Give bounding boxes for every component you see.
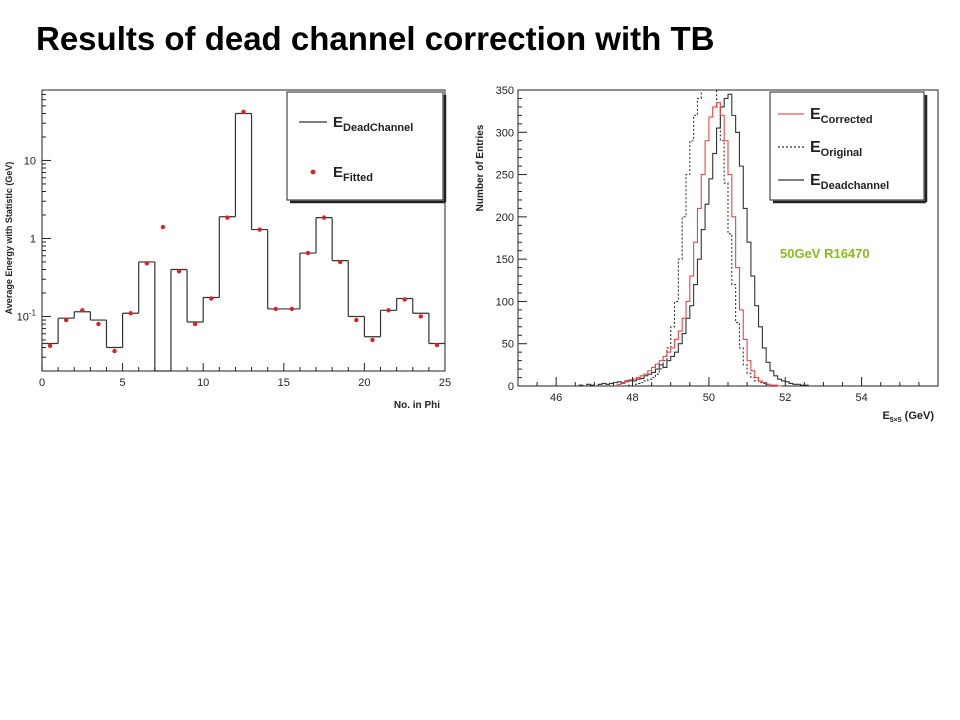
right-y-tick-label: 150 — [496, 254, 514, 266]
right-legend-label: EDeadchannel — [810, 172, 889, 192]
right-x-tick-label: 52 — [779, 392, 791, 404]
right-x-tick-label: 50 — [703, 392, 715, 404]
left-fitted-point — [434, 342, 440, 348]
left-fitted-point — [402, 297, 407, 302]
left-fitted-point — [241, 109, 246, 115]
right-y-tick-label: 100 — [496, 296, 514, 308]
right-axes: 46 48 50 52 54 0 50 100 150 200 250 300 350 E5×5 (GeV) — [496, 85, 939, 424]
left-fitted-point — [96, 321, 101, 327]
left-fitted-point — [128, 311, 133, 316]
left-x-tick-label: 10 — [197, 377, 209, 389]
left-fitted-point — [273, 306, 278, 312]
left-x-tick-label: 0 — [39, 377, 45, 389]
right-y-tick-label: 250 — [496, 170, 514, 182]
left-legend: EDeadChannel EFitted — [286, 91, 447, 204]
right-y-tick-label: 300 — [496, 127, 514, 139]
right-chart-panel: 46 48 50 52 54 0 50 100 150 200 250 300 350 E5×5 (GeV)… — [470, 78, 942, 426]
left-legend-box — [286, 91, 444, 201]
left-fitted-point — [321, 215, 327, 220]
left-fitted-point — [176, 269, 182, 274]
left-series-fitted — [47, 109, 440, 354]
left-fitted-point — [370, 337, 375, 343]
left-legend-label: EDeadChannel — [333, 114, 413, 134]
left-fitted-point — [289, 306, 295, 312]
right-legend-label: ECorrected — [810, 106, 873, 126]
right-x-tick-label: 48 — [626, 392, 638, 404]
left-x-tick-label: 5 — [120, 377, 126, 389]
left-fitted-point — [257, 227, 262, 232]
left-fitted-point — [144, 261, 149, 266]
right-x-tick-label: 54 — [856, 392, 868, 404]
right-legend: ECorrected EOriginal EDeadchannel — [769, 91, 928, 204]
right-series-deadchannel — [575, 93, 812, 387]
left-fitted-point — [63, 317, 69, 323]
right-y-tick-label: 0 — [508, 381, 514, 393]
left-x-axis-label: No. in Phi — [394, 400, 440, 411]
slide-title: Results of dead channel correction with … — [36, 20, 715, 57]
left-fitted-point — [192, 321, 198, 327]
left-fitted-point — [80, 308, 85, 313]
left-legend-label: EFitted — [333, 164, 373, 184]
left-fitted-point — [305, 250, 311, 256]
left-fitted-point — [112, 348, 117, 354]
left-plot-frame — [41, 89, 446, 372]
right-y-tick-label: 200 — [496, 212, 514, 224]
right-chart: 46 48 50 52 54 0 50 100 150 200 250 300 350 E5×5 (GeV)… — [475, 85, 939, 424]
left-fitted-point — [209, 296, 214, 301]
right-x-tick-label: 46 — [550, 392, 562, 404]
left-x-tick-label: 20 — [358, 377, 370, 389]
right-y-tick-label: 50 — [502, 339, 514, 351]
left-axes: 0 5 10 15 20 25 10 1 10-1 — [17, 89, 451, 389]
left-fitted-point — [160, 224, 166, 230]
left-chart: 0 5 10 15 20 25 10 1 10-1 EDeadChannel EFitted Av… — [4, 89, 451, 411]
left-fitted-point — [338, 259, 343, 265]
left-x-tick-label: 25 — [439, 377, 451, 389]
right-series-original — [628, 89, 775, 386]
left-fitted-point — [418, 314, 424, 319]
right-series — [575, 89, 812, 387]
right-run-annotation: 50GeV R16470 — [780, 246, 870, 261]
right-y-axis-label: Number of Entries — [475, 124, 486, 211]
left-fitted-point — [47, 343, 53, 349]
left-fitted-point — [386, 308, 391, 313]
right-x-axis-label: E5×5 (GeV) — [882, 410, 934, 424]
left-fitted-point — [225, 215, 230, 220]
right-y-tick-label: 350 — [496, 85, 514, 97]
left-y-tick-label: 1 — [30, 233, 36, 245]
left-y-tick-label: 10 — [24, 155, 36, 167]
right-legend-box — [769, 91, 925, 201]
left-y-tick-label: 10-1 — [17, 308, 37, 323]
right-series-corrected — [616, 102, 782, 387]
left-y-axis-label: Average Energy with Statistic (GeV) — [4, 162, 14, 315]
right-legend-label: EOriginal — [810, 139, 862, 159]
left-legend-marker — [310, 169, 316, 175]
left-plot-border — [41, 89, 446, 372]
left-fitted-point — [354, 317, 359, 323]
left-x-tick-label: 15 — [278, 377, 290, 389]
left-chart-panel: 0 5 10 15 20 25 10 1 10-1 EDeadChannel EFitted Av… — [0, 78, 465, 415]
